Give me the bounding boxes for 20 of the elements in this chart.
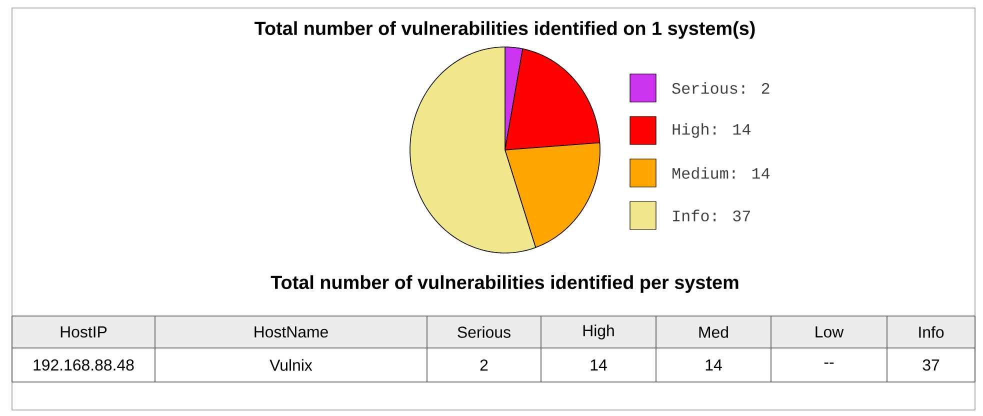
category-label: Low <box>816 326 844 338</box>
text: 2 <box>480 359 488 371</box>
category-label: HostIP <box>60 326 107 338</box>
text: 14 <box>590 360 607 370</box>
text: Total number of vulnerabilities identified per system <box>270 275 738 293</box>
legend-label: High: 14 <box>672 123 750 138</box>
text: 192.168.88.48 <box>34 359 134 371</box>
category-label: HostName <box>254 326 328 338</box>
text: 14 <box>706 360 722 370</box>
category-label: Med <box>699 326 728 338</box>
text: Vulnix <box>270 359 312 371</box>
legend-label: Medium: 14 <box>672 167 770 179</box>
category-label: Info <box>919 326 944 338</box>
category-label: Serious <box>458 326 510 338</box>
chart-title: Total number of vulnerabilities identified on 1 system(s) <box>254 21 755 39</box>
text: 37 <box>922 359 940 371</box>
legend-label: Serious: 2 <box>672 82 770 94</box>
legend-label: Info: 37 <box>673 210 750 222</box>
text: -- <box>824 362 834 364</box>
category-label: High <box>583 324 614 340</box>
